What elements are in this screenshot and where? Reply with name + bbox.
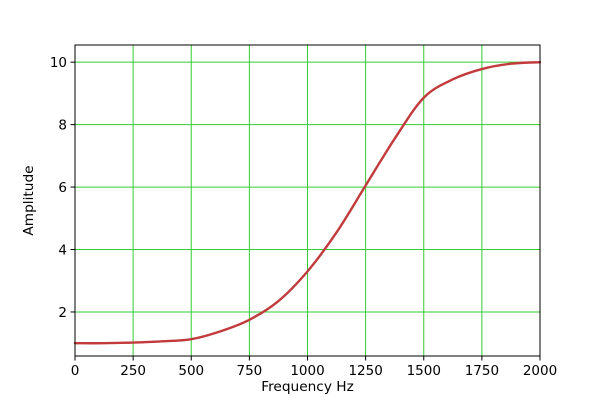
x-tick-label: 1750 <box>465 363 499 379</box>
y-tick-label: 8 <box>58 117 67 133</box>
y-tick-label: 10 <box>50 55 67 71</box>
tick-layer: 0 250 500 750 1000 1250 1500 1750 2000 2 4 6 8 10 <box>50 55 557 379</box>
y-tick-label: 2 <box>58 305 67 321</box>
amplitude-curve <box>73 60 542 345</box>
axis-labels: Frequency Hz Amplitude <box>21 165 354 395</box>
y-tick-label: 4 <box>58 242 67 258</box>
x-tick-label: 500 <box>178 363 204 379</box>
x-tick-label: 1500 <box>407 363 441 379</box>
x-tick-label: 750 <box>236 363 262 379</box>
y-axis-label: Amplitude <box>21 165 37 235</box>
x-tick-label: 1250 <box>348 363 382 379</box>
y-tick-label: 6 <box>58 180 67 196</box>
x-tick-label: 0 <box>71 363 80 379</box>
x-axis-label: Frequency Hz <box>261 379 354 395</box>
x-tick-label: 2000 <box>523 363 557 379</box>
x-tick-label: 250 <box>120 363 146 379</box>
grid-layer <box>74 45 541 356</box>
x-tick-label: 1000 <box>290 363 324 379</box>
plot-border <box>74 44 541 357</box>
